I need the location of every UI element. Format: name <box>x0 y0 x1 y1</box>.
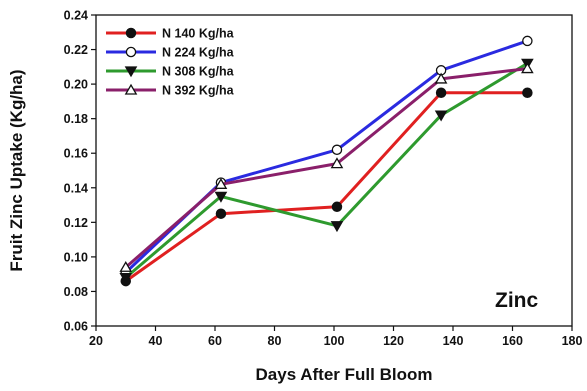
y-tick-label: 0.06 <box>64 320 88 334</box>
data-point <box>331 201 343 213</box>
legend: N 140 Kg/ha N 224 Kg/ha N 308 Kg/ha N 392 K… <box>106 27 235 98</box>
legend-marker <box>125 46 137 58</box>
x-tick-label: 100 <box>324 334 345 348</box>
x-tick-label: 80 <box>268 334 282 348</box>
plot-frame <box>95 14 573 327</box>
y-tick-label: 0.18 <box>64 112 88 126</box>
x-axis-label: Days After Full Bloom <box>256 365 433 384</box>
legend-marker <box>125 27 137 39</box>
data-point <box>215 208 227 219</box>
legend-label: N 224 Kg/ha <box>162 46 235 60</box>
y-tick-label: 0.14 <box>64 181 88 195</box>
legend-marker <box>124 83 138 95</box>
data-point <box>434 110 448 122</box>
data-point <box>522 35 533 47</box>
data-point <box>119 272 133 284</box>
x-tick-label: 40 <box>149 334 163 348</box>
zinc-annotation: Zinc <box>495 289 538 312</box>
x-tick-label: 160 <box>502 334 523 348</box>
data-point <box>331 144 343 156</box>
data-point <box>119 260 133 272</box>
data-point <box>330 221 344 233</box>
legend-label: N 392 Kg/ha <box>162 84 235 98</box>
x-tick-label: 180 <box>562 334 583 348</box>
x-tick-label: 140 <box>443 334 464 348</box>
data-point <box>214 191 228 203</box>
legend-marker <box>124 66 138 78</box>
legend-label: N 140 Kg/ha <box>162 27 235 41</box>
y-tick-label: 0.16 <box>64 147 88 161</box>
y-tick-label: 0.20 <box>64 78 88 92</box>
data-point <box>521 62 534 74</box>
data-point <box>435 87 447 99</box>
y-tick-label: 0.08 <box>64 285 88 299</box>
data-point <box>330 157 344 169</box>
y-tick-label: 0.24 <box>64 9 88 23</box>
data-point <box>434 72 448 84</box>
y-tick-label: 0.22 <box>64 43 88 57</box>
x-tick-label: 60 <box>208 334 222 348</box>
series-line-1 <box>124 91 528 283</box>
x-tick-label: 20 <box>89 334 103 348</box>
y-axis-label: Fruit Zinc Uptake (Kg/ha) <box>7 69 26 271</box>
y-tick-label: 0.10 <box>64 250 88 264</box>
legend-label: N 308 Kg/ha <box>162 65 235 79</box>
y-tick-label: 0.12 <box>64 216 88 230</box>
data-point <box>214 178 228 189</box>
x-tick-label: 120 <box>383 334 404 348</box>
data-point <box>522 87 533 99</box>
plot-area: 20 40 60 80 100 120 140 160 180 0.06 0.08 0.10 0.12 0… <box>64 9 583 349</box>
